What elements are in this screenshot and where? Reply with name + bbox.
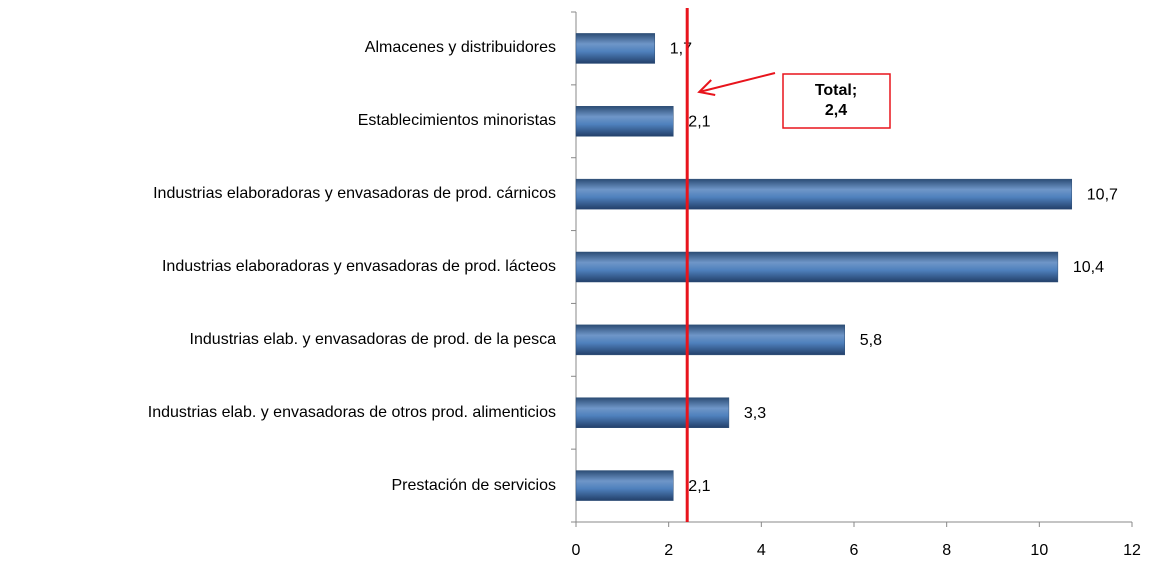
annotation-label: Total;	[815, 82, 857, 99]
category-text: Industrias elaboradoras y envasadoras de…	[161, 258, 556, 275]
category-label: Almacenes y distribuidores	[0, 38, 556, 58]
category-text: Establecimientos minoristas	[357, 112, 556, 130]
x-tick-label: 2	[664, 542, 673, 559]
bar	[575, 470, 674, 501]
data-label: 1,7	[670, 41, 692, 58]
data-label: 10,4	[1073, 259, 1104, 276]
category-label: Industrias elaboradoras y envasadoras de…	[0, 257, 556, 277]
x-tick-label: 6	[850, 542, 859, 559]
x-tick-label: 8	[942, 542, 951, 559]
bar	[575, 397, 730, 428]
data-label: 3,3	[744, 405, 766, 422]
bar	[575, 178, 1073, 210]
category-text: Prestación de servicios	[391, 476, 556, 494]
annotation-box	[782, 73, 891, 129]
bar	[575, 324, 845, 356]
category-label: Industrias elaboradoras y envasadoras de…	[0, 184, 556, 204]
category-label: Prestación de servicios	[0, 476, 556, 496]
annotation-value: 2,4	[825, 102, 847, 119]
category-label: Industrias elab. y envasadoras de otros …	[0, 403, 556, 423]
category-label: Establecimientos minoristas	[0, 111, 556, 131]
x-tick-label: 12	[1123, 542, 1141, 559]
category-text: Almacenes y distribuidores	[364, 39, 556, 57]
annotation-arrowhead	[697, 79, 716, 96]
bar	[575, 251, 1059, 283]
x-tick-label: 4	[757, 542, 766, 559]
annotation-arrow	[698, 72, 776, 93]
bar	[575, 106, 674, 137]
data-label: 10,7	[1087, 186, 1118, 203]
category-text: Industrias elaboradoras y envasadoras de…	[153, 185, 556, 203]
x-tick-label: 0	[572, 542, 581, 559]
data-label: 5,8	[860, 332, 882, 349]
category-label: Industrias elab. y envasadoras de prod. …	[0, 330, 556, 350]
category-text: Industrias elab. y envasadoras de prod. …	[189, 330, 556, 348]
data-label: 2,1	[688, 114, 710, 131]
category-text: Industrias elab. y envasadoras de otros …	[147, 403, 556, 421]
data-label: 2,1	[688, 478, 710, 495]
bar	[575, 33, 656, 64]
x-tick-label: 10	[1030, 542, 1048, 559]
